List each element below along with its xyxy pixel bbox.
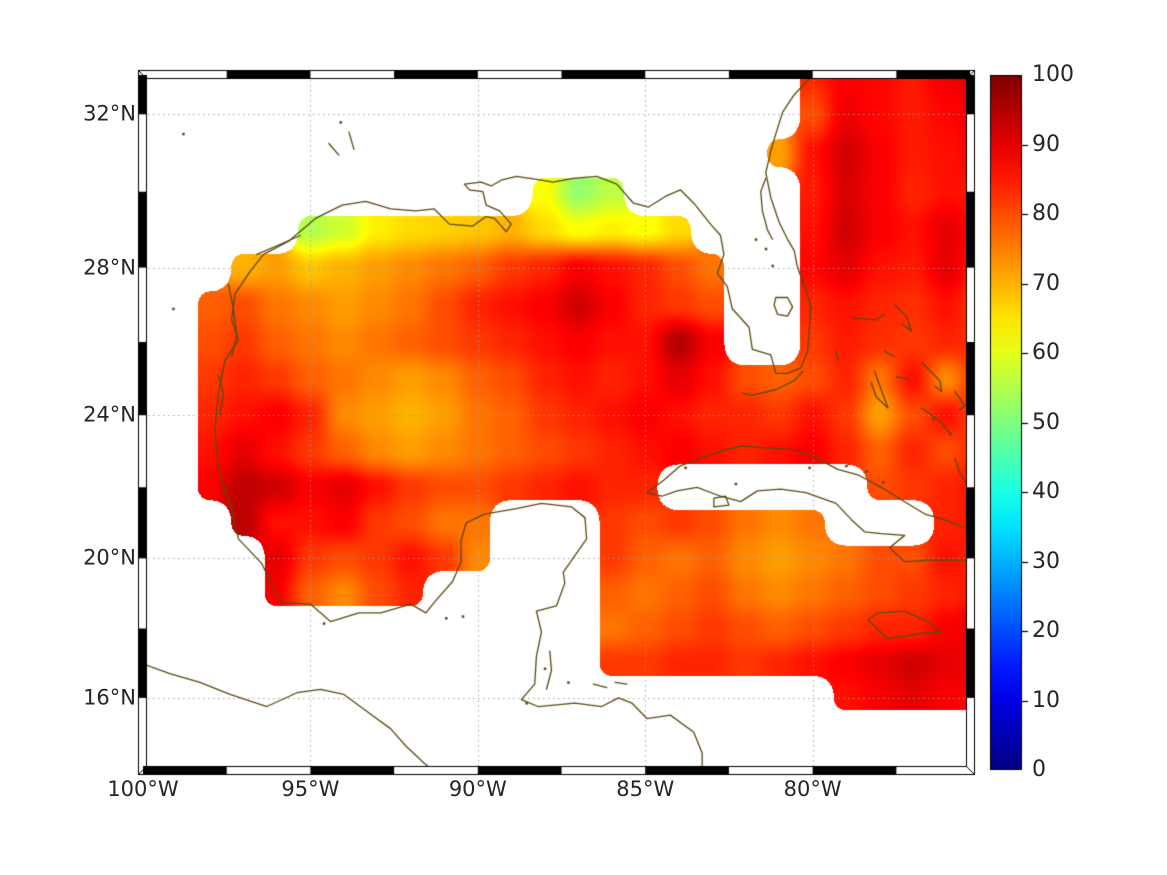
x-tick-label: 80°W <box>783 777 842 801</box>
y-tick-label: 20°N <box>83 545 136 570</box>
colorbar-tick-label: 50 <box>1032 409 1060 435</box>
y-tick-label: 16°N <box>83 685 136 710</box>
y-tick-label: 28°N <box>83 255 136 280</box>
x-tick-label: 90°W <box>448 777 507 801</box>
colorbar-tick-label: 90 <box>1032 131 1060 157</box>
colorbar-tick-label: 40 <box>1032 479 1060 504</box>
colorbar-tick-label: 20 <box>1032 618 1060 643</box>
x-tick-label: 85°W <box>616 777 675 801</box>
colorbar-tick-label: 80 <box>1032 201 1060 226</box>
y-tick-label: 24°N <box>83 402 136 427</box>
x-tick-label: 95°W <box>281 777 340 801</box>
y-tick-label: 32°N <box>83 101 136 126</box>
colorbar-tick-label: 30 <box>1032 548 1060 574</box>
colorbar-tick-label: 60 <box>1032 340 1060 365</box>
x-tick-label: 100°W <box>107 777 179 801</box>
colorbar-tick-label: 0 <box>1032 757 1046 782</box>
colorbar-tick-label: 100 <box>1032 62 1074 87</box>
colorbar-tick-label: 10 <box>1032 687 1060 713</box>
colorbar-tick-label: 70 <box>1032 270 1060 296</box>
